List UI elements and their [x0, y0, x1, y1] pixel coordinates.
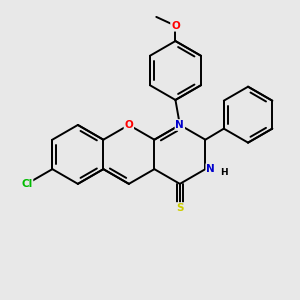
Text: N: N: [206, 164, 215, 174]
Text: N: N: [176, 120, 184, 130]
Text: O: O: [171, 21, 180, 31]
Text: O: O: [124, 120, 133, 130]
Text: S: S: [176, 203, 184, 213]
Text: H: H: [220, 168, 227, 177]
Text: Cl: Cl: [21, 179, 32, 189]
